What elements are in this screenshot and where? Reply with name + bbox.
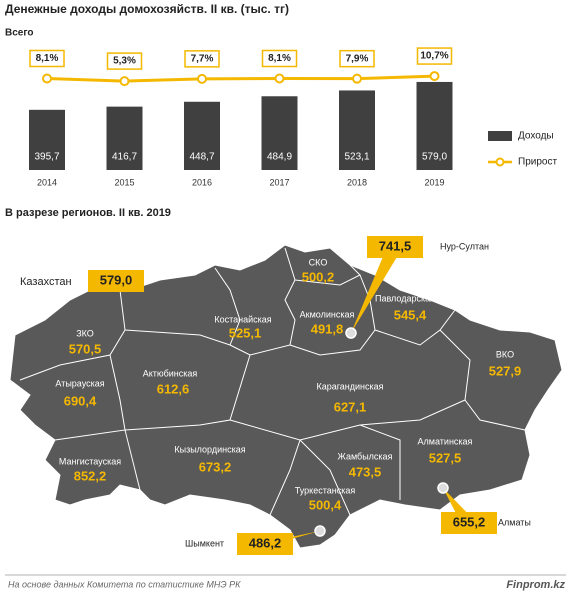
region-value: 852,2: [74, 468, 107, 483]
city-name: Нур-Султан: [440, 241, 489, 251]
growth-label-box: [339, 49, 375, 68]
region-name: Карагандинская: [316, 381, 383, 391]
growth-point: [197, 73, 207, 84]
region-name: Костанайская: [214, 314, 271, 324]
region-name: Кызылординская: [174, 444, 245, 454]
boxed-value: 579,0: [100, 272, 133, 287]
region-name: Атырауская: [55, 378, 104, 388]
region-name: Туркестанская: [295, 485, 356, 495]
region-value: 473,5: [349, 464, 382, 479]
region-name: ВКО: [496, 349, 514, 359]
growth-label-box: [184, 50, 220, 68]
growth-label: 10,7%: [420, 51, 448, 62]
country-name: Казахстан: [20, 276, 72, 288]
growth-point: [274, 73, 285, 84]
city-dot: [345, 327, 357, 339]
chart-title: Денежные доходы домохозяйств. II кв. (ты…: [5, 2, 289, 16]
bar: [29, 109, 65, 170]
legend-label: Доходы: [518, 131, 554, 142]
boxed-value: 741,5: [379, 238, 412, 253]
growth-label: 8,1%: [268, 53, 291, 64]
growth-point: [429, 71, 440, 82]
growth-point: [42, 73, 52, 84]
bar-value-label: 579,0: [422, 152, 447, 163]
bar-value-label: 448,7: [189, 152, 214, 163]
x-tick-label: 2019: [424, 177, 444, 187]
growth-label-box: [29, 49, 65, 68]
growth-label: 7,7%: [191, 54, 214, 65]
region-value: 690,4: [64, 393, 97, 408]
x-tick-label: 2016: [192, 177, 212, 187]
region-name: Алматинская: [418, 436, 473, 446]
region-value: 491,8: [311, 321, 344, 336]
city-dot: [314, 525, 326, 537]
value-box: [237, 533, 293, 555]
growth-label: 7,9%: [346, 53, 369, 64]
brand: Finprom.kz: [506, 579, 565, 591]
growth-label: 8,1%: [36, 53, 59, 64]
region-name: ЗКО: [76, 328, 94, 338]
bar: [339, 90, 375, 170]
region-value: 570,5: [69, 341, 102, 356]
region-name: Жамбылская: [338, 451, 393, 461]
boxed-value: 655,2: [453, 514, 486, 529]
region-value: 612,6: [157, 381, 190, 396]
city-name: Шымкент: [185, 538, 224, 548]
bar-value-label: 395,7: [34, 152, 59, 163]
city-dot: [437, 482, 449, 494]
growth-label-box: [261, 49, 298, 68]
bar: [184, 101, 220, 170]
growth-label: 5,3%: [113, 56, 136, 67]
source: На основе данных Комитета по статистике …: [8, 579, 241, 589]
region-value: 500,2: [302, 269, 335, 284]
x-tick-label: 2015: [114, 177, 134, 187]
x-tick-label: 2018: [347, 177, 367, 187]
region-borders: [19, 247, 526, 516]
region-value: 525,1: [229, 325, 262, 340]
region-value: 527,9: [489, 363, 522, 378]
x-tick-label: 2014: [37, 177, 57, 187]
value-box: [367, 236, 423, 258]
region-name: Мангистауская: [59, 456, 121, 466]
map-title: В разрезе регионов. II кв. 2019: [5, 207, 171, 219]
value-box: [88, 270, 144, 292]
bar-value-label: 484,9: [267, 152, 292, 163]
value-box: [441, 512, 497, 534]
region-name: Павлодарская: [375, 293, 435, 303]
legend-swatch: [495, 157, 505, 167]
map-outline: [9, 244, 563, 549]
growth-line: [46, 74, 435, 83]
bar: [261, 96, 298, 170]
x-tick-label: 2017: [269, 177, 289, 187]
boxed-value: 486,2: [249, 535, 282, 550]
growth-point: [119, 76, 130, 87]
chart-subtitle: Всего: [5, 28, 34, 39]
region-name: СКО: [309, 257, 328, 267]
growth-label-box: [416, 47, 453, 65]
city-name: Алматы: [498, 517, 531, 527]
region-value: 673,2: [199, 459, 232, 474]
region-value: 627,1: [334, 399, 367, 414]
growth-label-box: [106, 52, 143, 70]
region-name: Актюбинская: [143, 368, 198, 378]
region-value: 500,4: [309, 497, 342, 512]
region-name: Акмолинская: [300, 309, 355, 319]
legend-swatch: [488, 131, 512, 141]
growth-point: [352, 73, 362, 84]
bar: [416, 81, 453, 170]
region-value: 527,5: [429, 450, 462, 465]
region-value: 545,4: [394, 307, 427, 322]
bar-value-label: 416,7: [112, 152, 137, 163]
bar-value-label: 523,1: [344, 152, 369, 163]
legend-label: Прирост: [518, 157, 557, 168]
callout-pointer: [351, 247, 403, 333]
bar: [106, 106, 143, 170]
